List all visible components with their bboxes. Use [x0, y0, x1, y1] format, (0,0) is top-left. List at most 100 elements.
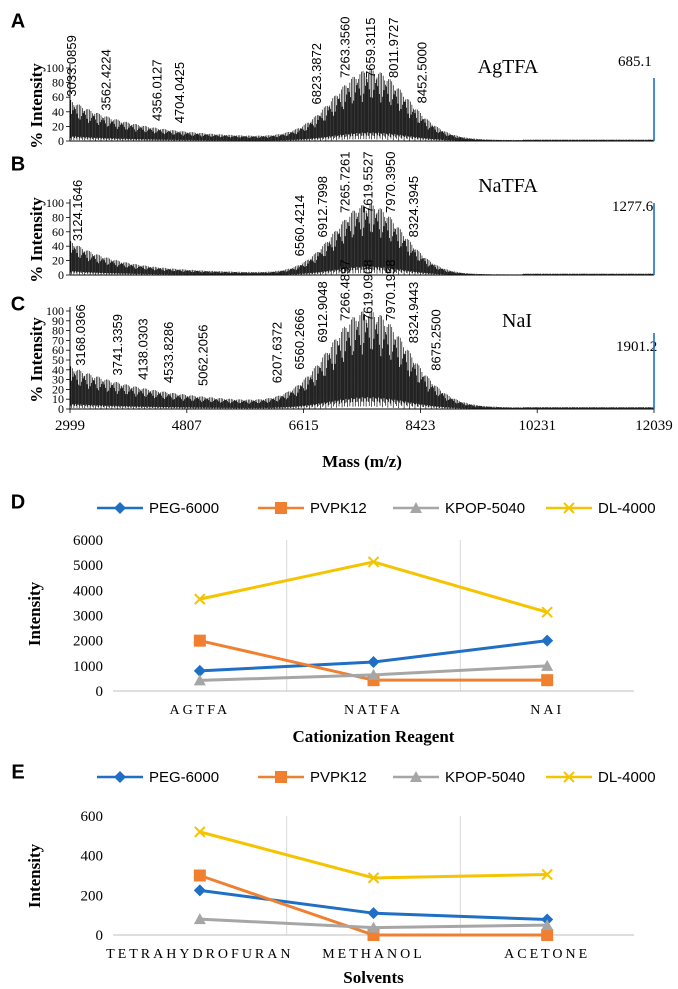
y-tick-label: 6000 [73, 533, 103, 549]
peak-label: 6912.9048 [315, 281, 330, 342]
y-tick-label: 50 [52, 353, 64, 367]
peak-label: 7659.3115 [363, 18, 378, 79]
legend-label: KPOP-5040 [445, 769, 525, 786]
y-tick-label: 1000 [73, 659, 103, 675]
y-tick-label: 80 [52, 76, 64, 90]
x-tick-label: 6615 [289, 418, 319, 434]
x-tick-label: 2999 [55, 418, 85, 434]
series-marker [367, 872, 380, 884]
series-marker [541, 919, 554, 931]
line-chart-panel-d: D PEG-6000 PVPK12 KPOP-5040 DL-4000 0 1000 2000… [11, 491, 656, 746]
y-axis-label: % Intensity [27, 317, 46, 403]
series-line [199, 560, 548, 614]
spectrum-trace [69, 204, 655, 275]
peak-label: 8675.2500 [429, 309, 444, 370]
peak-label: 7266.4897 [338, 260, 353, 321]
reference-value: 1901.2 [616, 339, 657, 355]
y-tick-label: 0 [96, 684, 104, 700]
x-category-label: NAI [530, 703, 564, 718]
series-marker [367, 907, 380, 920]
legend-entry: DL-4000 [546, 500, 656, 517]
y-tick-label: 30 [52, 373, 64, 387]
series-marker [541, 634, 554, 647]
series-marker [367, 656, 380, 669]
y-tick-label: 2000 [73, 634, 103, 650]
y-tick-label: 100 [46, 304, 64, 318]
peak-label: 8324.9443 [406, 282, 421, 343]
y-axis-label: % Intensity [27, 63, 46, 149]
y-tick-label: 0 [58, 268, 64, 282]
series-marker [114, 771, 126, 783]
spectrum-trace [69, 69, 655, 141]
panel-label: D [11, 491, 25, 513]
series-marker [193, 674, 206, 686]
y-tick-label: 90 [52, 314, 64, 328]
series-marker [193, 913, 206, 925]
legend-entry: KPOP-5040 [393, 769, 525, 786]
series-marker [193, 634, 206, 647]
series-marker [114, 502, 126, 514]
peak-label: 8452.5000 [414, 42, 429, 103]
series-marker [275, 502, 287, 514]
y-axis-label: Intensity [25, 843, 44, 908]
x-category-label: TETRAHYDROFURAN [106, 947, 293, 962]
y-tick-label: 80 [52, 324, 64, 338]
series-pvpk12 [193, 634, 554, 687]
peak-label: 4356.0127 [150, 60, 165, 121]
series-marker [541, 606, 553, 618]
y-tick-label: 4000 [73, 583, 103, 599]
series-dl-4000 [194, 556, 553, 618]
series-marker [193, 869, 206, 882]
peak-label: 6560.4214 [292, 195, 307, 256]
y-tick-label: 70 [52, 333, 64, 347]
series-marker [367, 921, 380, 933]
legend-label: PEG-6000 [149, 500, 219, 517]
reagent-label: NaI [502, 310, 532, 332]
series-marker [367, 556, 380, 568]
y-tick-label: 3000 [73, 609, 103, 625]
legend-label: DL-4000 [598, 769, 656, 786]
peak-label: 3562.4224 [98, 49, 113, 110]
x-category-label: ACETONE [504, 947, 590, 962]
peak-label: 8324.3945 [406, 176, 421, 237]
peak-label: 7619.0908 [360, 260, 375, 321]
y-tick-label: 200 [81, 888, 104, 904]
x-category-label: AGTFA [170, 703, 231, 718]
peak-label: 7263.3560 [337, 17, 352, 78]
panel-label: B [11, 153, 25, 175]
x-category-label: METHANOL [322, 947, 425, 962]
y-tick-label: 0 [58, 402, 64, 416]
legend-label: PVPK12 [310, 500, 367, 517]
spectrum-trace [69, 311, 655, 409]
x-category-label: NATFA [344, 703, 403, 718]
y-tick-label: 10 [52, 392, 64, 406]
peak-label: 7970.1958 [383, 260, 398, 321]
series-marker [541, 659, 554, 671]
peak-label: 6560.2666 [292, 308, 307, 369]
peak-label: 7619.5527 [360, 152, 375, 213]
peak-label: 8011.9727 [386, 18, 401, 79]
peak-label: 4533.8286 [161, 322, 176, 383]
peak-label: 5062.2056 [195, 325, 210, 386]
legend-entry: PVPK12 [258, 769, 367, 786]
series-marker [193, 664, 206, 677]
y-tick-label: 100 [46, 61, 64, 75]
line-chart-panel-e: E PEG-6000 PVPK12 KPOP-5040 DL-4000 0 200 400 60… [11, 761, 655, 987]
reagent-label: NaTFA [478, 175, 538, 197]
y-tick-label: 5000 [73, 558, 103, 574]
peak-label: 7265.7261 [338, 152, 353, 213]
x-axis-label: Cationization Reagent [293, 727, 455, 746]
peak-label: 6207.6372 [269, 322, 284, 383]
peak-label: 3168.0366 [73, 304, 88, 365]
panel-label: A [11, 10, 25, 32]
legend-label: KPOP-5040 [445, 500, 525, 517]
panel-label: E [11, 761, 24, 783]
y-tick-label: 40 [52, 239, 64, 253]
series-marker [194, 826, 206, 838]
panel-label: C [11, 293, 25, 315]
legend-entry: PVPK12 [258, 500, 367, 517]
series-marker [541, 929, 554, 941]
